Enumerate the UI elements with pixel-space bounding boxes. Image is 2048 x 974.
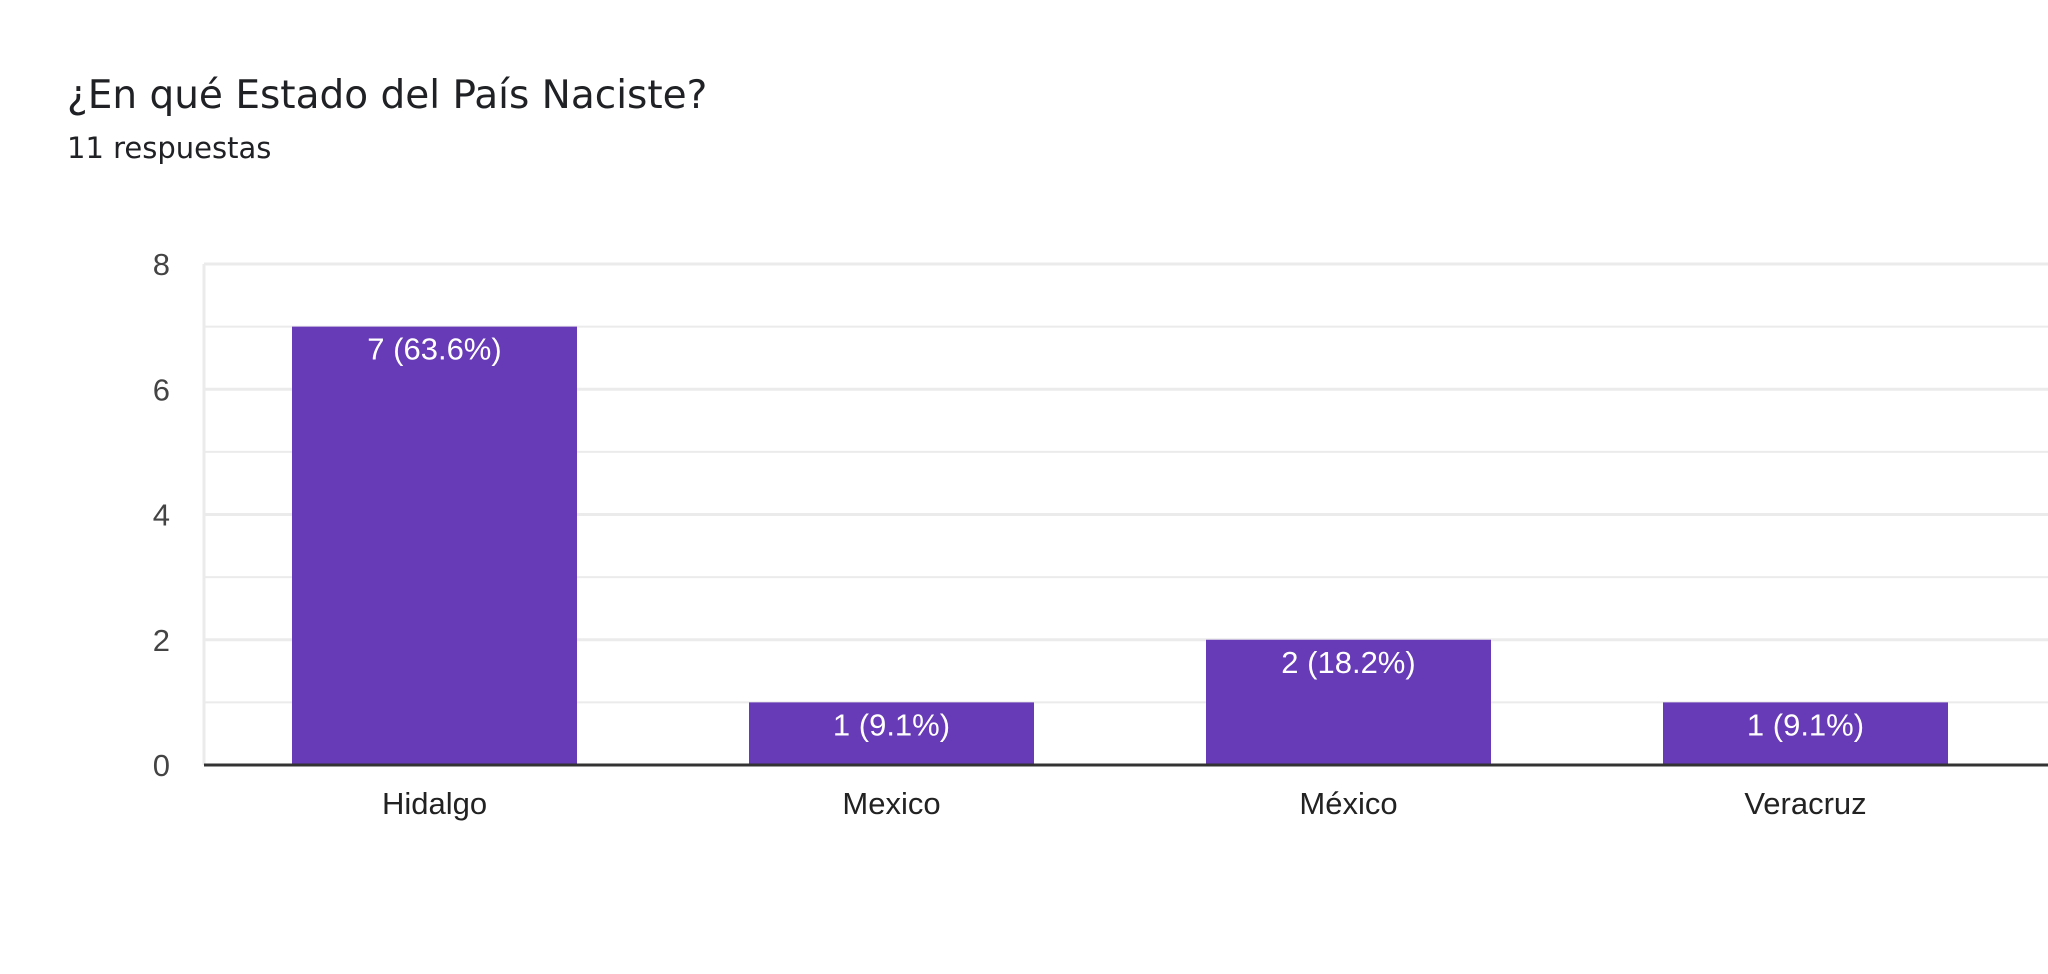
bar-data-label: 1 (9.1%) xyxy=(1747,707,1864,742)
bar-3 xyxy=(1206,639,1491,765)
chart-title: ¿En qué Estado del País Naciste? xyxy=(67,73,708,118)
y-tick-label: 4 xyxy=(153,498,170,533)
y-tick-label: 8 xyxy=(153,247,170,282)
bar-1 xyxy=(292,326,577,765)
bar-2 xyxy=(749,702,1034,765)
chart-header: ¿En qué Estado del País Naciste? 11 resp… xyxy=(67,66,707,168)
y-tick-label: 0 xyxy=(153,748,170,783)
bar-data-label: 2 (18.2%) xyxy=(1281,645,1415,680)
y-tick-label: 6 xyxy=(153,372,170,407)
x-tick-label: Hidalgo xyxy=(382,786,487,821)
bar-data-label: 1 (9.1%) xyxy=(833,707,950,742)
response-count: 11 respuestas xyxy=(67,131,272,165)
x-tick-label: México xyxy=(1299,786,1397,821)
bar-data-label: 7 (63.6%) xyxy=(367,332,501,367)
y-tick-label: 2 xyxy=(153,623,170,658)
x-tick-label: Mexico xyxy=(842,786,940,821)
bar-4 xyxy=(1663,702,1948,765)
x-tick-label: Veracruz xyxy=(1744,786,1866,821)
